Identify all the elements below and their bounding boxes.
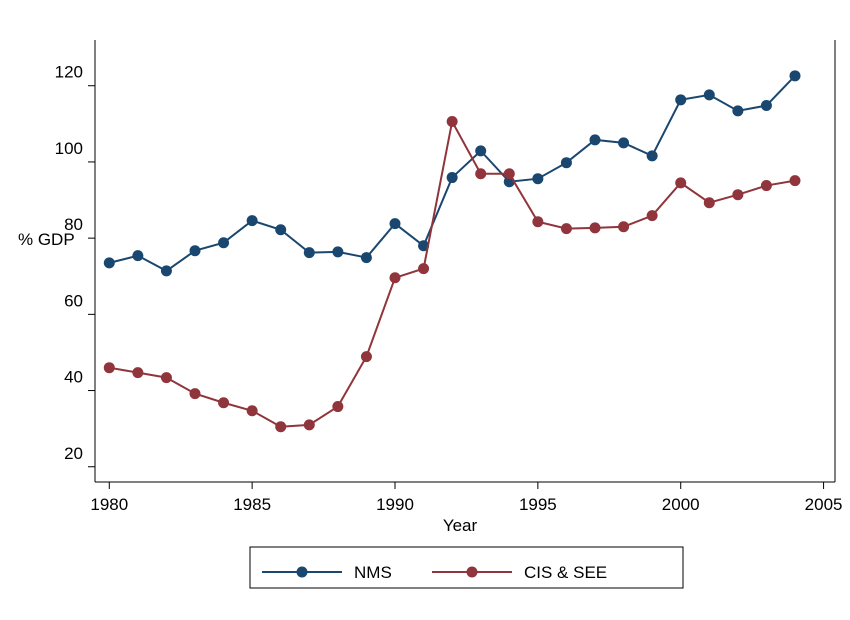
marker xyxy=(389,218,401,230)
marker xyxy=(103,257,115,269)
marker xyxy=(675,94,687,106)
marker xyxy=(160,265,172,277)
marker xyxy=(218,237,230,249)
marker xyxy=(389,272,401,284)
legend-label: NMS xyxy=(354,563,392,582)
x-tick-label: 1980 xyxy=(90,495,128,514)
x-tick-label: 1995 xyxy=(519,495,557,514)
x-tick-label: 1990 xyxy=(376,495,414,514)
marker xyxy=(618,137,630,149)
marker xyxy=(589,222,601,234)
marker xyxy=(532,216,544,228)
marker xyxy=(532,173,544,185)
marker xyxy=(475,145,487,157)
marker xyxy=(189,388,201,400)
marker xyxy=(760,180,772,192)
marker xyxy=(218,397,230,409)
marker xyxy=(618,221,630,233)
marker xyxy=(189,245,201,257)
legend-marker xyxy=(466,566,478,578)
x-tick-label: 2000 xyxy=(662,495,700,514)
marker xyxy=(732,189,744,201)
x-axis-label: Year xyxy=(443,516,478,535)
marker xyxy=(303,247,315,259)
legend-label: CIS & SEE xyxy=(524,563,607,582)
legend-marker xyxy=(296,566,308,578)
marker xyxy=(503,168,515,180)
marker xyxy=(332,246,344,258)
marker xyxy=(560,157,572,169)
marker xyxy=(703,89,715,101)
y-tick-label: 20 xyxy=(64,444,83,463)
marker xyxy=(332,401,344,413)
marker xyxy=(132,367,144,379)
x-tick-label: 1985 xyxy=(233,495,271,514)
marker xyxy=(675,177,687,189)
y-tick-label: 40 xyxy=(64,368,83,387)
marker xyxy=(246,215,258,227)
marker xyxy=(303,419,315,431)
marker xyxy=(789,70,801,82)
marker xyxy=(275,224,287,236)
marker xyxy=(418,240,430,252)
x-tick-label: 2005 xyxy=(805,495,843,514)
marker xyxy=(646,150,658,162)
marker xyxy=(789,175,801,187)
marker xyxy=(446,172,458,184)
marker xyxy=(446,116,458,128)
marker xyxy=(418,263,430,275)
marker xyxy=(760,100,772,112)
marker xyxy=(360,252,372,264)
y-tick-label: 120 xyxy=(55,63,83,82)
y-axis-label: % GDP xyxy=(18,230,75,249)
marker xyxy=(703,197,715,209)
marker xyxy=(475,168,487,180)
marker xyxy=(160,372,172,384)
legend-box xyxy=(249,546,684,589)
marker xyxy=(275,421,287,433)
marker xyxy=(560,223,572,235)
y-tick-label: 80 xyxy=(64,215,83,234)
marker xyxy=(646,210,658,222)
marker xyxy=(732,105,744,117)
marker xyxy=(246,405,258,417)
marker xyxy=(103,362,115,374)
marker xyxy=(589,134,601,146)
y-tick-label: 100 xyxy=(55,139,83,158)
marker xyxy=(132,250,144,262)
y-tick-label: 60 xyxy=(64,291,83,310)
marker xyxy=(360,351,372,363)
